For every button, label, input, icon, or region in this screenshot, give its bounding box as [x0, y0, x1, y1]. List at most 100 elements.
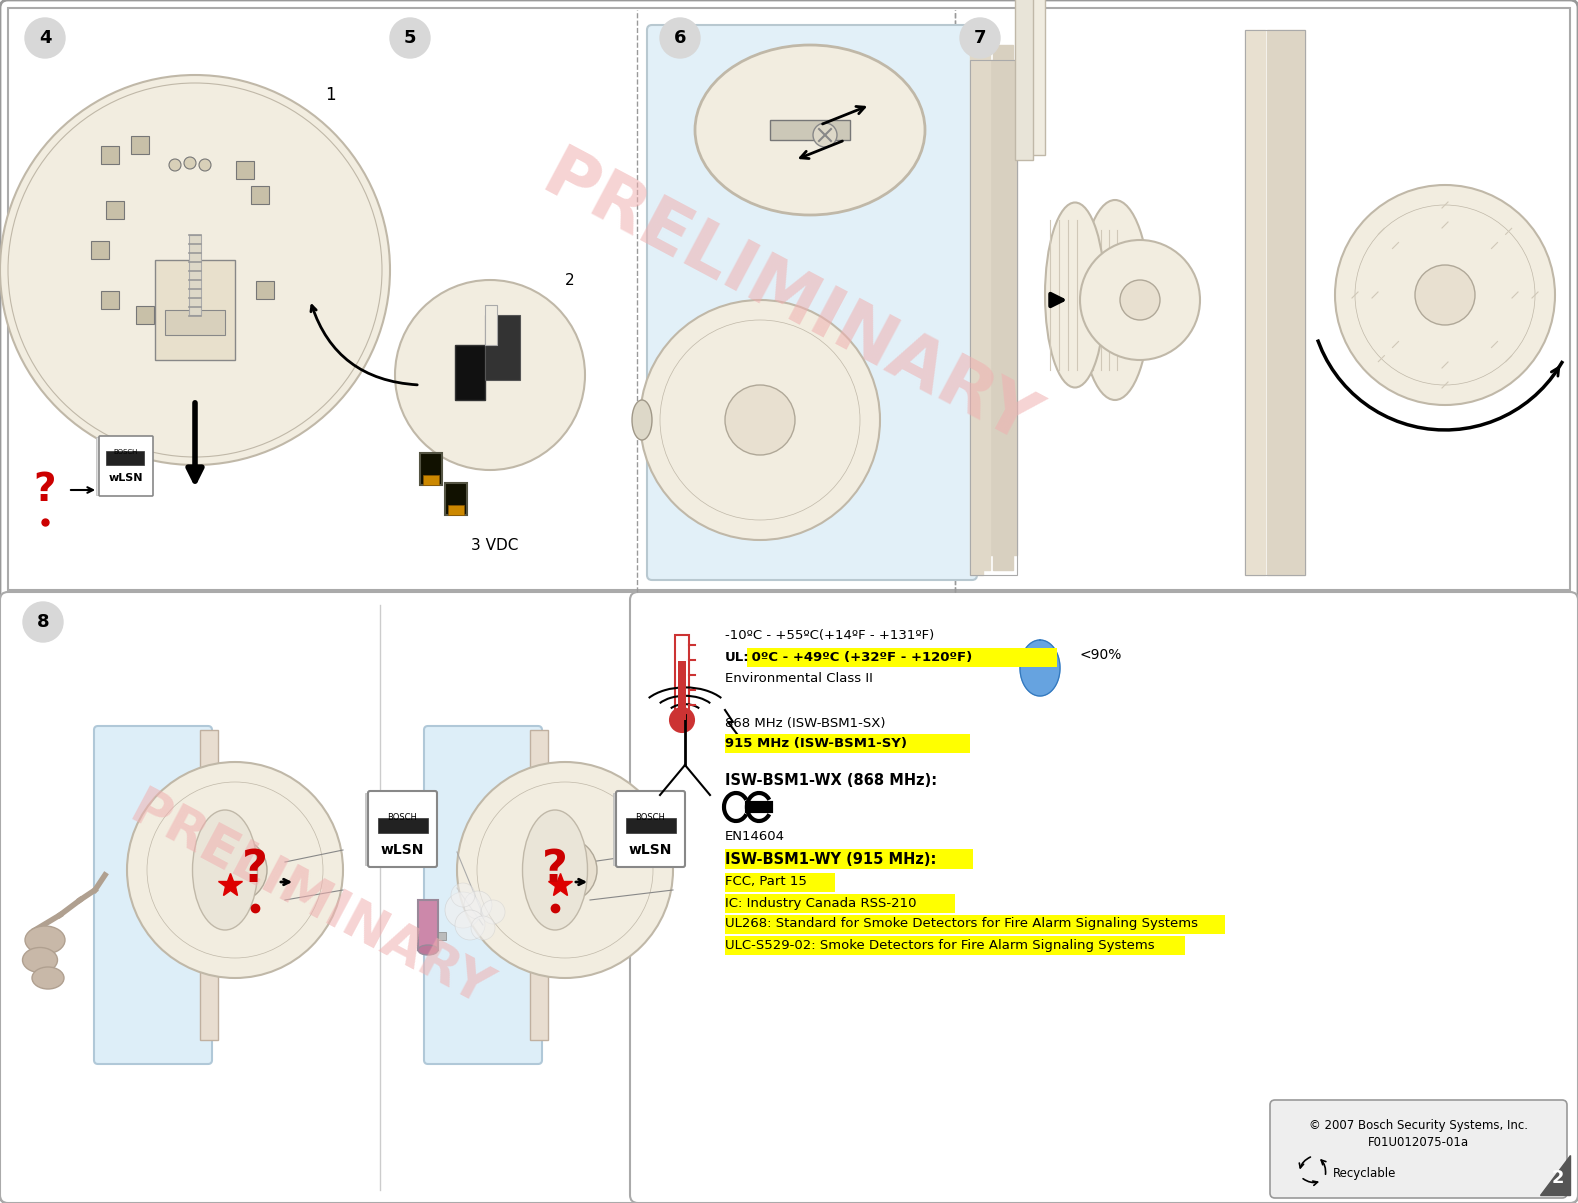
Bar [1245, 30, 1305, 575]
Bar [724, 894, 955, 913]
Circle shape [0, 75, 390, 466]
Ellipse shape [1045, 202, 1105, 387]
Bar [530, 730, 548, 1041]
Bar [166, 310, 226, 334]
FancyBboxPatch shape [8, 8, 1570, 589]
Bar [724, 849, 974, 869]
Circle shape [660, 18, 701, 58]
Text: -10ºC - +55ºC(+14ºF - +131ºF): -10ºC - +55ºC(+14ºF - +131ºF) [724, 628, 934, 641]
Bar [724, 936, 1185, 955]
Text: 4: 4 [39, 29, 50, 47]
Text: 7: 7 [974, 29, 986, 47]
Bar [675, 635, 690, 721]
Ellipse shape [193, 810, 257, 930]
Ellipse shape [694, 45, 925, 215]
Text: 6: 6 [674, 29, 686, 47]
FancyBboxPatch shape [0, 592, 642, 1203]
Bar [365, 793, 369, 865]
Bar [106, 201, 125, 219]
Ellipse shape [25, 926, 65, 954]
Bar [448, 505, 464, 515]
Text: F01U012075-01a: F01U012075-01a [1368, 1136, 1469, 1149]
Bar [445, 482, 467, 515]
Text: wLSN: wLSN [628, 843, 672, 857]
Circle shape [199, 159, 211, 171]
Text: ISW-BSM1-WY (915 MHz):: ISW-BSM1-WY (915 MHz): [724, 852, 936, 866]
Polygon shape [970, 40, 983, 575]
Bar [101, 146, 118, 164]
Ellipse shape [522, 810, 587, 930]
Circle shape [1120, 280, 1160, 320]
Circle shape [25, 18, 65, 58]
Bar [724, 873, 835, 891]
Text: 2: 2 [565, 273, 574, 288]
Text: PRELIMINARY: PRELIMINARY [120, 783, 500, 1018]
Circle shape [1335, 185, 1554, 405]
Text: IC: Industry Canada RSS-210: IC: Industry Canada RSS-210 [724, 896, 917, 909]
Text: UL268: Standard for Smoke Detectors for Fire Alarm Signaling Systems: UL268: Standard for Smoke Detectors for … [724, 918, 1198, 930]
Text: UL:: UL: [724, 651, 750, 664]
Circle shape [641, 300, 881, 540]
Circle shape [445, 891, 481, 928]
Bar [770, 120, 851, 140]
Bar [101, 291, 118, 309]
FancyBboxPatch shape [368, 792, 437, 867]
Text: 8: 8 [36, 614, 49, 632]
FancyBboxPatch shape [99, 435, 153, 496]
Circle shape [470, 915, 495, 940]
Circle shape [959, 18, 1000, 58]
Text: wLSN: wLSN [380, 843, 423, 857]
Ellipse shape [633, 401, 652, 440]
Polygon shape [989, 60, 1016, 555]
Bar [626, 818, 675, 832]
FancyBboxPatch shape [615, 792, 685, 867]
Text: EN14604: EN14604 [724, 830, 784, 843]
Bar [679, 660, 686, 721]
Ellipse shape [1079, 200, 1150, 401]
Text: ULC-S529-02: Smoke Detectors for Fire Alarm Signaling Systems: ULC-S529-02: Smoke Detectors for Fire Al… [724, 938, 1155, 952]
Circle shape [390, 18, 429, 58]
Polygon shape [1267, 30, 1305, 575]
Bar [454, 345, 484, 401]
Text: 3 VDC: 3 VDC [472, 538, 519, 552]
Text: ?: ? [33, 472, 57, 509]
Text: BOSCH: BOSCH [387, 812, 417, 822]
Polygon shape [993, 45, 1013, 570]
Text: <90%: <90% [1079, 648, 1122, 662]
Bar [612, 793, 619, 865]
Circle shape [126, 761, 342, 978]
Circle shape [394, 280, 585, 470]
Circle shape [1079, 241, 1199, 360]
Text: 915 MHz (ISW-BSM1-SY): 915 MHz (ISW-BSM1-SY) [724, 736, 907, 749]
Bar [131, 136, 148, 154]
Ellipse shape [418, 946, 439, 955]
Text: 1: 1 [325, 85, 335, 103]
Text: 868 MHz (ISW-BSM1-SX): 868 MHz (ISW-BSM1-SX) [724, 717, 885, 729]
Ellipse shape [32, 967, 65, 989]
Bar [484, 315, 521, 380]
Bar [92, 241, 109, 259]
Bar [484, 306, 497, 345]
Circle shape [24, 602, 63, 642]
Bar [423, 475, 439, 485]
FancyBboxPatch shape [424, 725, 541, 1063]
Text: BOSCH: BOSCH [634, 812, 664, 822]
Circle shape [464, 891, 492, 919]
Bar [136, 306, 155, 324]
Text: FCC, Part 15: FCC, Part 15 [724, 876, 806, 889]
Bar [155, 260, 235, 360]
Bar [1023, 0, 1045, 155]
Circle shape [169, 159, 181, 171]
Polygon shape [1245, 30, 1266, 575]
Bar [724, 915, 1225, 934]
Text: © 2007 Bosch Security Systems, Inc.: © 2007 Bosch Security Systems, Inc. [1310, 1119, 1528, 1132]
Text: Recyclable: Recyclable [1333, 1167, 1397, 1179]
Text: ?: ? [543, 848, 568, 891]
Circle shape [533, 838, 596, 902]
Text: 0ºC - +49ºC (+32ºF - +120ºF): 0ºC - +49ºC (+32ºF - +120ºF) [746, 651, 972, 664]
Polygon shape [1019, 640, 1060, 697]
Bar [96, 437, 99, 494]
Bar [439, 932, 447, 940]
Circle shape [204, 838, 267, 902]
Bar [251, 186, 268, 205]
